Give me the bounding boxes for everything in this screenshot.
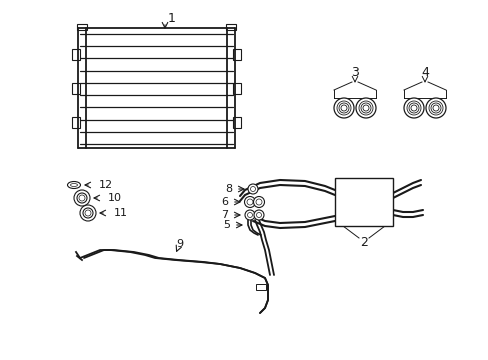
Text: 10: 10	[108, 193, 122, 203]
Circle shape	[253, 197, 264, 207]
Circle shape	[247, 184, 258, 194]
Text: 1: 1	[168, 13, 176, 26]
Circle shape	[244, 210, 254, 220]
Bar	[232, 117, 241, 127]
Text: 6: 6	[221, 197, 227, 207]
Text: 8: 8	[224, 184, 231, 194]
Text: 9: 9	[176, 239, 183, 249]
Text: 3: 3	[350, 67, 358, 80]
Circle shape	[244, 197, 255, 207]
Text: 12: 12	[99, 180, 113, 190]
Bar	[334, 178, 392, 226]
Circle shape	[80, 205, 96, 221]
Circle shape	[77, 193, 87, 203]
Bar	[77, 24, 87, 30]
Text: 11: 11	[114, 208, 128, 218]
Circle shape	[425, 98, 445, 118]
Circle shape	[333, 98, 353, 118]
Bar	[232, 83, 241, 94]
Text: 4: 4	[420, 67, 428, 80]
Bar	[72, 49, 80, 60]
Circle shape	[355, 98, 375, 118]
Circle shape	[83, 208, 93, 218]
Bar	[72, 83, 80, 94]
Bar	[72, 117, 80, 127]
Circle shape	[253, 210, 264, 220]
Text: 5: 5	[223, 220, 229, 230]
Circle shape	[403, 98, 423, 118]
Bar	[225, 24, 236, 30]
Ellipse shape	[67, 181, 81, 189]
Ellipse shape	[70, 184, 77, 186]
Bar	[256, 284, 265, 290]
Circle shape	[74, 190, 90, 206]
Text: 2: 2	[359, 235, 367, 248]
Text: 7: 7	[221, 210, 227, 220]
Bar	[232, 49, 241, 60]
